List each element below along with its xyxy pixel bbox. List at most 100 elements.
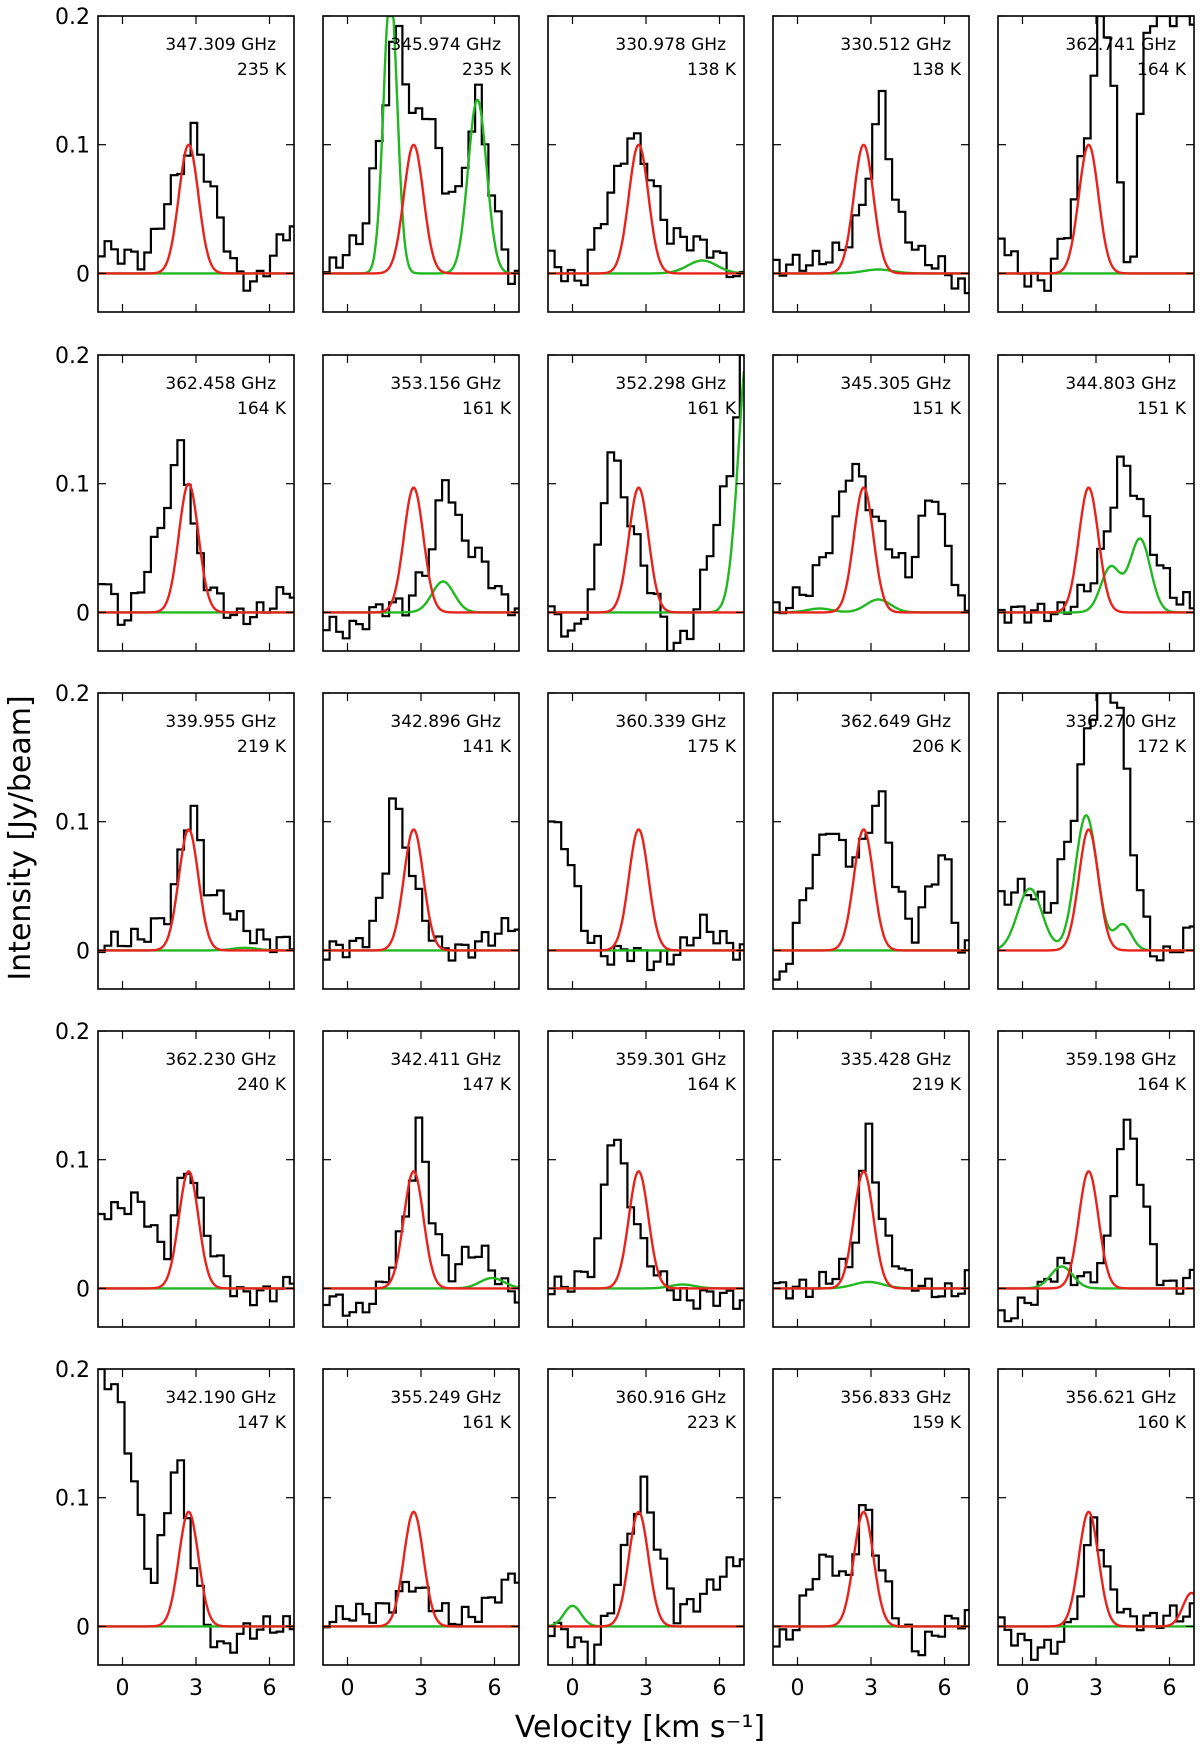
- observed-spectrum: [323, 1572, 519, 1629]
- temperature-label: 159 K: [912, 1413, 962, 1433]
- frequency-label: 353.156 GHz: [390, 374, 501, 394]
- temperature-label: 160 K: [1137, 1413, 1187, 1433]
- model-red: [98, 143, 294, 275]
- x-tick-label: 0: [116, 1676, 130, 1701]
- spectrum-panel: 359.301 GHz 164 K: [547, 1030, 745, 1328]
- model-red: [98, 482, 294, 614]
- temperature-label: 219 K: [912, 1075, 962, 1095]
- frequency-label: 342.190 GHz: [165, 1388, 276, 1408]
- model-green: [548, 259, 744, 275]
- model-red: [323, 828, 519, 952]
- spectrum-panel: 336.270 GHz 172 K: [997, 692, 1195, 990]
- x-tick-label: 3: [1089, 1676, 1103, 1701]
- temperature-label: 161 K: [462, 399, 512, 419]
- temperature-label: 138 K: [687, 60, 737, 80]
- temperature-label: 151 K: [1137, 399, 1187, 419]
- model-green: [998, 1265, 1194, 1290]
- observed-spectrum: [98, 1369, 294, 1654]
- temperature-label: 235 K: [237, 60, 287, 80]
- observed-spectrum: [98, 1172, 294, 1307]
- x-tick-label: 3: [639, 1676, 653, 1701]
- observed-spectrum: [773, 462, 969, 615]
- observed-spectrum: [773, 1122, 969, 1300]
- observed-spectrum: [323, 479, 519, 640]
- spectrum-panel: 345.974 GHz 235 K: [322, 15, 520, 313]
- frequency-label: 359.198 GHz: [1065, 1050, 1176, 1070]
- frequency-label: 360.916 GHz: [615, 1388, 726, 1408]
- model-green: [323, 580, 519, 614]
- model-red: [773, 1510, 969, 1628]
- temperature-label: 147 K: [237, 1413, 287, 1433]
- frequency-label: 360.339 GHz: [615, 712, 726, 732]
- temperature-label: 223 K: [687, 1413, 737, 1433]
- observed-spectrum: [98, 439, 294, 626]
- spectrum-panel: 335.428 GHz 219 K: [772, 1030, 970, 1328]
- temperature-label: 235 K: [462, 60, 512, 80]
- observed-spectrum: [773, 89, 969, 295]
- spectrum-panel: 0 0.1 0.2 362.230 GHz 240 K: [55, 1020, 295, 1328]
- observed-spectrum: [548, 355, 744, 651]
- spectrum-panel: 0 3 6 355.249 GHz 161 K: [322, 1368, 520, 1701]
- model-red: [548, 828, 744, 952]
- temperature-label: 161 K: [462, 1413, 512, 1433]
- spectrum-panel: 0 0.1 0.2 362.458 GHz 164 K: [55, 344, 295, 652]
- x-tick-label: 6: [713, 1676, 727, 1701]
- frequency-label: 330.978 GHz: [615, 35, 726, 55]
- model-red: [548, 143, 744, 275]
- spectrum-panel: 0 0.1 0.2 339.955 GHz 219 K: [55, 682, 295, 990]
- x-tick-label: 6: [488, 1676, 502, 1701]
- observed-spectrum: [548, 1138, 744, 1310]
- spectrum-panel: 359.198 GHz 164 K: [997, 1030, 1195, 1328]
- y-tick-label: 0.2: [55, 5, 90, 30]
- model-red: [98, 1170, 294, 1290]
- model-red: [773, 1170, 969, 1290]
- temperature-label: 161 K: [687, 399, 737, 419]
- spectrum-panel: 362.649 GHz 206 K: [772, 692, 970, 990]
- spectrum-panel: 0 3 6 360.916 GHz 223 K: [547, 1368, 745, 1701]
- frequency-label: 335.428 GHz: [840, 1050, 951, 1070]
- model-red: [998, 143, 1194, 275]
- observed-spectrum: [548, 132, 744, 287]
- model-red: [98, 828, 294, 952]
- y-tick-label: 0.1: [55, 134, 90, 159]
- model-red: [998, 828, 1194, 952]
- observed-spectrum: [998, 16, 1194, 292]
- frequency-label: 342.896 GHz: [390, 712, 501, 732]
- temperature-label: 151 K: [912, 399, 962, 419]
- y-tick-label: 0.1: [55, 811, 90, 836]
- observed-spectrum: [323, 797, 519, 962]
- temperature-label: 147 K: [462, 1075, 512, 1095]
- x-tick-label: 0: [1016, 1676, 1030, 1701]
- spectrum-panel: 345.305 GHz 151 K: [772, 354, 970, 652]
- model-red: [323, 1510, 519, 1628]
- y-tick-label: 0.2: [55, 682, 90, 707]
- frequency-label: 344.803 GHz: [1065, 374, 1176, 394]
- temperature-label: 141 K: [462, 737, 512, 757]
- frequency-label: 345.305 GHz: [840, 374, 951, 394]
- model-red: [323, 1170, 519, 1290]
- y-tick-label: 0: [76, 1615, 90, 1640]
- frequency-label: 330.512 GHz: [840, 35, 951, 55]
- y-tick-label: 0.1: [55, 1487, 90, 1512]
- frequency-label: 347.309 GHz: [165, 35, 276, 55]
- temperature-label: 138 K: [912, 60, 962, 80]
- spectrum-panel: 0 3 6 356.621 GHz 160 K: [997, 1368, 1195, 1701]
- y-tick-label: 0: [76, 262, 90, 287]
- spectrum-panel: 344.803 GHz 151 K: [997, 354, 1195, 652]
- observed-spectrum: [773, 790, 969, 981]
- frequency-label: 339.955 GHz: [165, 712, 276, 732]
- spectrum-panel: 330.512 GHz 138 K: [772, 15, 970, 313]
- frequency-label: 342.411 GHz: [390, 1050, 501, 1070]
- observed-spectrum: [998, 1118, 1194, 1323]
- frequency-label: 362.458 GHz: [165, 374, 276, 394]
- temperature-label: 164 K: [1137, 60, 1187, 80]
- frequency-label: 362.649 GHz: [840, 712, 951, 732]
- model-red: [323, 486, 519, 614]
- model-red: [773, 486, 969, 614]
- observed-spectrum: [548, 1475, 744, 1665]
- observed-spectrum: [98, 804, 294, 954]
- y-tick-label: 0.1: [55, 1149, 90, 1174]
- temperature-label: 240 K: [237, 1075, 287, 1095]
